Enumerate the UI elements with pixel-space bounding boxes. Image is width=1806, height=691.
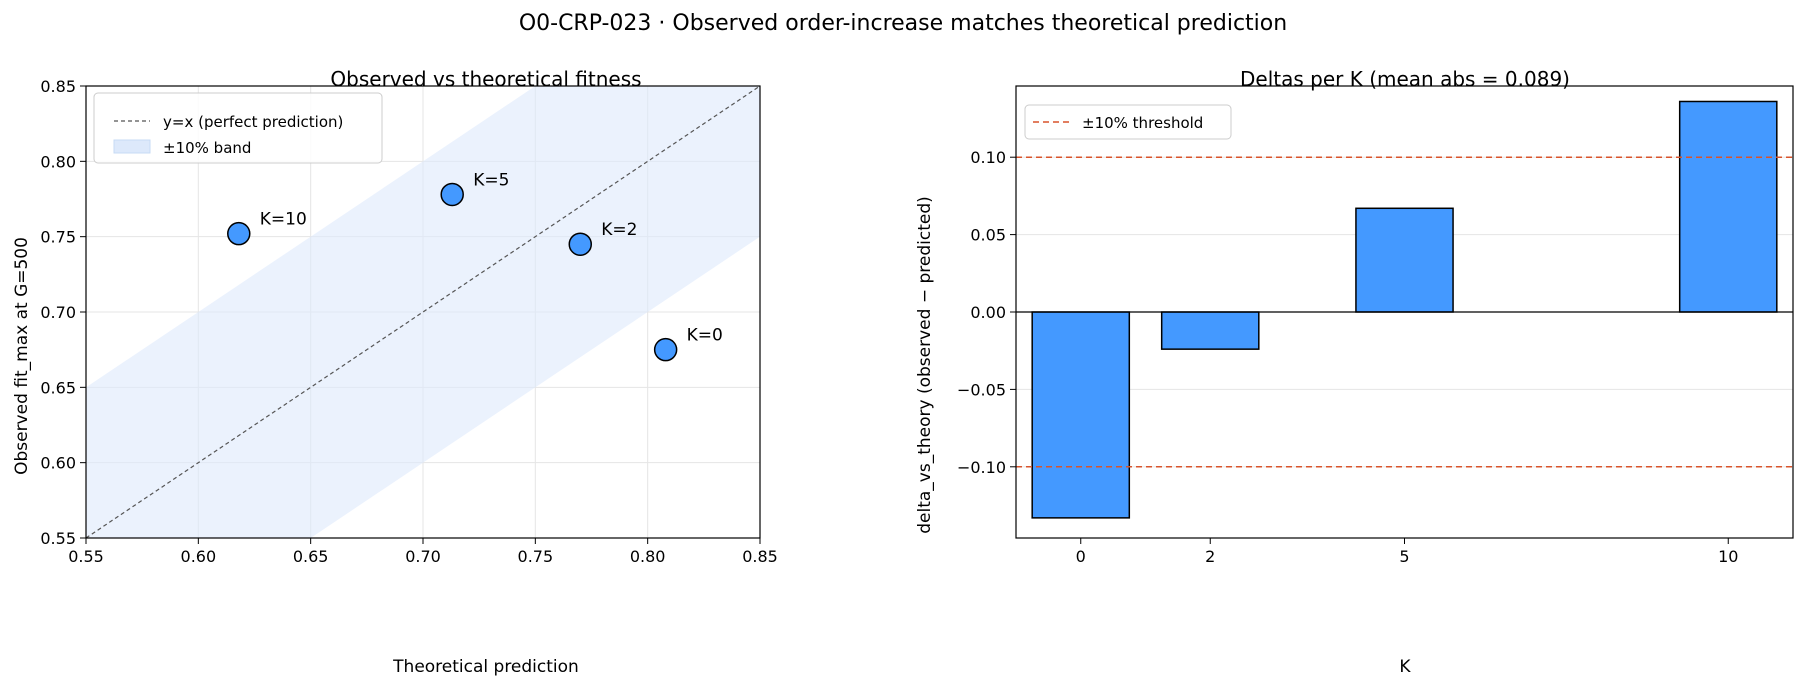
delta-bar xyxy=(1031,311,1131,519)
scatter-legend-box xyxy=(93,92,383,164)
scatter-xtick-label: 0.65 xyxy=(293,547,329,566)
scatter-ytick-label: 0.85 xyxy=(40,77,76,96)
identity-line xyxy=(86,86,760,538)
legend-band-label: ±10% band xyxy=(163,139,251,157)
delta-bar xyxy=(1355,207,1454,313)
scatter-point xyxy=(568,232,593,256)
bar-panel: Deltas per K (mean abs = 0.089) K delta_… xyxy=(915,67,1794,677)
delta-bar xyxy=(1678,100,1778,313)
scatter-ytick-label: 0.65 xyxy=(40,378,76,397)
legend-identity-label: y=x (perfect prediction) xyxy=(163,113,343,131)
point-label: K=0 xyxy=(687,326,723,346)
scatter-ytick-label: 0.70 xyxy=(40,303,76,322)
scatter-xtick-label: 0.80 xyxy=(630,547,666,566)
scatter-legend: y=x (perfect prediction) ±10% band xyxy=(93,92,383,164)
scatter-ytick-label: 0.55 xyxy=(40,529,76,548)
scatter-xlabel: Theoretical prediction xyxy=(392,657,579,677)
scatter-ytick-label: 0.60 xyxy=(40,454,76,473)
bar-xtick-label: 5 xyxy=(1399,547,1409,566)
bar-legend: ±10% threshold xyxy=(1024,104,1232,140)
scatter-ytick-label: 0.80 xyxy=(40,152,76,171)
figure-suptitle: O0-CRP-023 · Observed order-increase mat… xyxy=(519,11,1287,36)
bar-title: Deltas per K (mean abs = 0.089) xyxy=(1240,67,1570,91)
scatter-point xyxy=(227,221,251,246)
bar-ytick-label: 0.10 xyxy=(970,148,1006,167)
bar-ytick-label: 0.05 xyxy=(970,226,1006,245)
point-label: K=2 xyxy=(601,220,637,240)
bar-legend-box xyxy=(1024,104,1232,140)
point-label: K=10 xyxy=(260,210,307,230)
scatter-xtick-label: 0.60 xyxy=(181,547,217,566)
scatter-panel: Observed vs theoretical fitness Theoreti… xyxy=(12,67,778,677)
bar-xtick-label: 2 xyxy=(1205,547,1215,566)
legend-band-swatch xyxy=(113,139,151,154)
tolerance-band xyxy=(86,86,760,538)
legend-threshold-label: ±10% threshold xyxy=(1082,114,1203,132)
scatter-xtick-label: 0.75 xyxy=(518,547,554,566)
point-label: K=5 xyxy=(473,170,509,190)
delta-bar xyxy=(1160,311,1260,350)
bar-xtick-label: 10 xyxy=(1718,547,1738,566)
scatter-xtick-label: 0.55 xyxy=(68,547,104,566)
scatter-point xyxy=(653,337,678,362)
scatter-xtick-label: 0.85 xyxy=(742,547,778,566)
bar-ytick-label: 0.00 xyxy=(970,303,1006,322)
bar-ytick-label: −0.10 xyxy=(957,458,1006,477)
bar-ytick-label: −0.05 xyxy=(957,380,1006,399)
scatter-point xyxy=(440,182,464,207)
bar-xtick-label: 0 xyxy=(1076,547,1086,566)
bar-ylabel: delta_vs_theory (observed − predicted) xyxy=(915,196,935,534)
scatter-ylabel: Observed fit_max at G=500 xyxy=(12,237,32,475)
bar-xlabel: K xyxy=(1399,657,1411,677)
scatter-ytick-label: 0.75 xyxy=(40,228,76,247)
scatter-xtick-label: 0.70 xyxy=(405,547,441,566)
